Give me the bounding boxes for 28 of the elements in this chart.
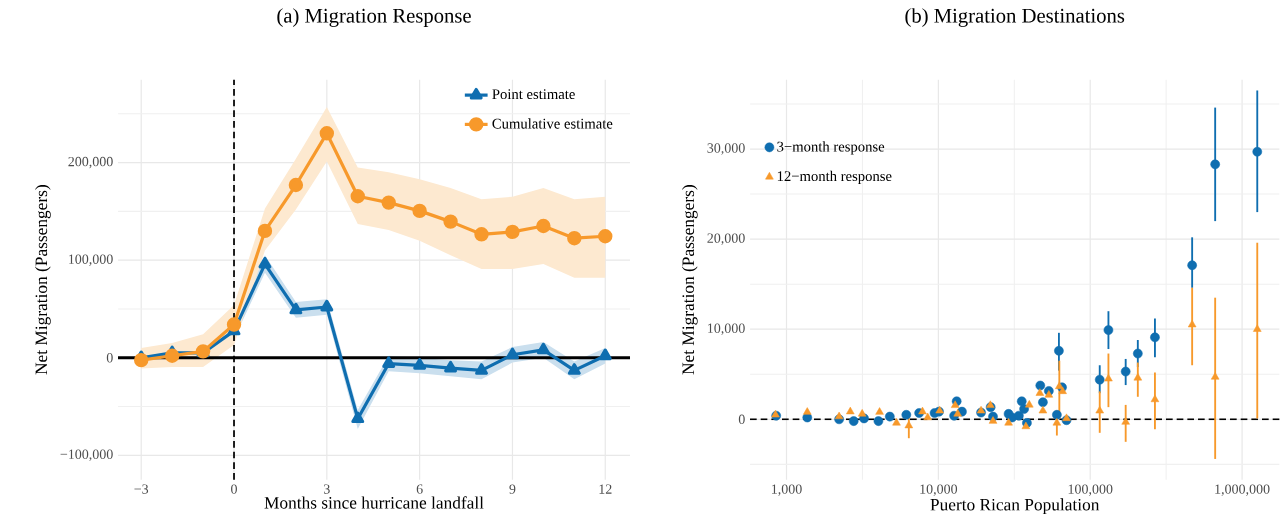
x-tick-label: 0	[231, 484, 237, 494]
x-tick-label: 10,000	[920, 484, 958, 496]
y-axis-title: Net Migration (Passengers)	[681, 185, 698, 375]
x-tick-label: 9	[509, 484, 516, 494]
y-axis-title: Net Migration (Passengers)	[34, 185, 51, 375]
legend-label: Point estimate	[492, 89, 575, 100]
chart-title: (a) Migration Response	[277, 8, 471, 27]
chart-title: (b) Migration Destinations	[905, 8, 1125, 27]
x-tick-label: 3	[324, 484, 330, 494]
x-tick-label: 12	[599, 484, 612, 494]
legend-label: 3−month response	[777, 141, 885, 155]
y-tick-label: 10,000	[708, 323, 745, 335]
y-tick-label: 20,000	[707, 233, 745, 245]
x-tick-label: 1,000,000	[1215, 484, 1270, 496]
x-axis-title: Months since hurricane landfall	[264, 496, 484, 509]
x-axis-title: Puerto Rican Population	[930, 498, 1100, 515]
legend-label: Cumulative estimate	[492, 118, 613, 129]
y-tick-label: 200,000	[68, 156, 113, 169]
x-tick-label: 6	[416, 484, 423, 494]
y-tick-label: 30,000	[707, 143, 745, 155]
y-tick-label: −100,000	[60, 449, 113, 462]
x-tick-label: −3	[134, 484, 149, 494]
x-tick-label: 100,000	[1068, 484, 1113, 496]
y-tick-label: 100,000	[69, 254, 113, 266]
legend-label: 12−month response	[777, 170, 892, 185]
y-tick-label: 0	[738, 414, 745, 425]
x-tick-label: 1,000	[772, 484, 802, 496]
y-tick-label: 0	[106, 353, 113, 363]
